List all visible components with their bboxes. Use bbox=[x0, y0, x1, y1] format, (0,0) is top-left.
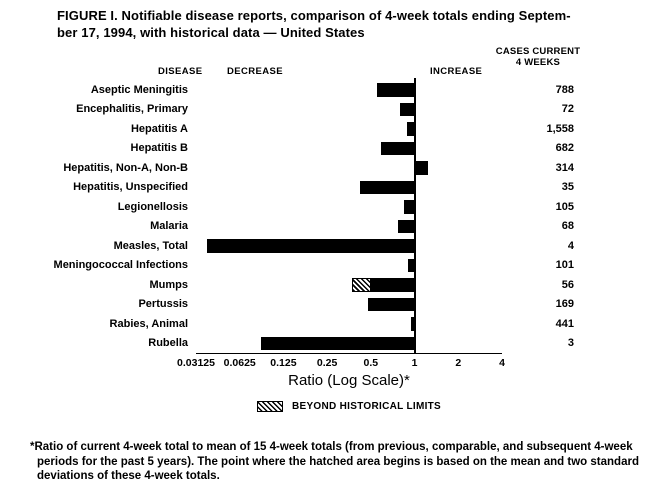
ratio-bar bbox=[398, 219, 415, 233]
x-axis-tick-label: 0.25 bbox=[316, 357, 338, 369]
x-axis-label: Ratio (Log Scale)* bbox=[288, 372, 410, 389]
column-headers: DISEASE DECREASE INCREASE CASES CURRENT … bbox=[6, 46, 606, 80]
cases-value: 56 bbox=[561, 278, 574, 291]
chart-row: Rubella 3 bbox=[6, 334, 606, 354]
row-plot-area bbox=[196, 100, 502, 120]
chart-row: Encephalitis, Primary 72 bbox=[6, 100, 606, 120]
ratio-bar bbox=[370, 278, 415, 292]
disease-label: Encephalitis, Primary bbox=[76, 103, 188, 116]
disease-label: Hepatitis, Unspecified bbox=[73, 181, 188, 194]
disease-label: Hepatitis, Non-A, Non-B bbox=[63, 161, 188, 174]
disease-label: Pertussis bbox=[138, 298, 188, 311]
row-plot-area bbox=[196, 197, 502, 217]
x-axis-line bbox=[196, 353, 502, 354]
ratio-bar bbox=[359, 180, 415, 194]
bar-beyond-limits-segment bbox=[351, 278, 371, 292]
ratio-bar bbox=[381, 141, 415, 155]
chart-row: Pertussis 169 bbox=[6, 295, 606, 315]
header-disease: DISEASE bbox=[158, 66, 203, 77]
disease-label: Mumps bbox=[149, 278, 189, 291]
disease-label: Rubella bbox=[148, 337, 188, 350]
footnote: *Ratio of current 4-week total to mean o… bbox=[30, 441, 639, 483]
disease-label: Measles, Total bbox=[113, 239, 188, 252]
disease-label: Hepatitis B bbox=[130, 142, 188, 155]
row-plot-area bbox=[196, 275, 502, 295]
chart-row: Measles, Total 4 bbox=[6, 236, 606, 256]
x-axis-tick-label: 0.0625 bbox=[223, 357, 256, 369]
cases-value: 1,558 bbox=[546, 122, 574, 135]
disease-label: Legionellosis bbox=[117, 200, 188, 213]
chart-row: Meningococcal Infections 101 bbox=[6, 256, 606, 276]
cases-value: 101 bbox=[555, 259, 574, 272]
chart-rows: Aseptic Meningitis 788 Encephalitis, Prima… bbox=[6, 78, 606, 354]
ratio-bar bbox=[206, 239, 415, 253]
row-plot-area bbox=[196, 139, 502, 159]
chart-row: Hepatitis, Unspecified 35 bbox=[6, 178, 606, 198]
disease-label: Malaria bbox=[150, 220, 188, 233]
row-plot-area bbox=[196, 119, 502, 139]
x-axis-tick-label: 1 bbox=[411, 357, 418, 369]
ratio-bar bbox=[406, 122, 415, 136]
ratio-bar bbox=[376, 83, 415, 97]
cases-value: 35 bbox=[561, 181, 574, 194]
row-plot-area bbox=[196, 80, 502, 100]
ratio-bar bbox=[411, 317, 415, 331]
header-decrease: DECREASE bbox=[227, 66, 283, 77]
row-plot-area bbox=[196, 178, 502, 198]
disease-label: Rabies, Animal bbox=[109, 317, 188, 330]
ratio-bar bbox=[407, 258, 415, 272]
disease-label: Hepatitis A bbox=[130, 122, 188, 135]
cases-value: 72 bbox=[561, 103, 574, 116]
legend-label: BEYOND HISTORICAL LIMITS bbox=[291, 401, 442, 412]
row-plot-area bbox=[196, 158, 502, 178]
row-plot-area bbox=[196, 334, 502, 354]
cases-value: 105 bbox=[555, 200, 574, 213]
x-axis-ticks: 0.03125 0.0625 0.125 0.25 0.5 1 2 4 bbox=[177, 354, 505, 371]
cases-value: 3 bbox=[567, 337, 574, 350]
row-plot-area bbox=[196, 217, 502, 237]
x-axis-tick-label: 0.125 bbox=[270, 357, 297, 369]
cases-value: 169 bbox=[555, 298, 574, 311]
cases-value: 314 bbox=[555, 161, 574, 174]
chart-row: Mumps 56 bbox=[6, 275, 606, 295]
chart-row: Hepatitis, Non-A, Non-B 314 bbox=[6, 158, 606, 178]
figure-title: FIGURE I. Notifiable disease reports, co… bbox=[57, 8, 571, 40]
row-plot-area bbox=[196, 295, 502, 315]
legend: BEYOND HISTORICAL LIMITS bbox=[156, 401, 542, 412]
disease-label: Meningococcal Infections bbox=[53, 259, 188, 272]
disease-ratio-chart: DISEASE DECREASE INCREASE CASES CURRENT … bbox=[6, 46, 606, 412]
hatched-swatch-icon bbox=[256, 401, 283, 412]
x-axis-tick-label: 0.03125 bbox=[177, 357, 215, 369]
chart-row: Malaria 68 bbox=[6, 217, 606, 237]
chart-row: Hepatitis A 1,558 bbox=[6, 119, 606, 139]
chart-row: Hepatitis B 682 bbox=[6, 139, 606, 159]
chart-row: Rabies, Animal 441 bbox=[6, 314, 606, 334]
cases-value: 4 bbox=[567, 239, 574, 252]
x-axis-tick-label: 0.5 bbox=[363, 357, 379, 369]
cases-value: 441 bbox=[555, 317, 574, 330]
ratio-1-line bbox=[413, 78, 416, 354]
row-plot-area bbox=[196, 256, 502, 276]
ratio-bar bbox=[368, 297, 415, 311]
header-cases-current-4-weeks: CASES CURRENT 4 WEEKS bbox=[495, 46, 581, 69]
cases-value: 682 bbox=[555, 142, 574, 155]
ratio-bar bbox=[399, 102, 415, 116]
cases-value: 788 bbox=[555, 83, 574, 96]
chart-row: Legionellosis 105 bbox=[6, 197, 606, 217]
chart-row: Aseptic Meningitis 788 bbox=[6, 80, 606, 100]
disease-label: Aseptic Meningitis bbox=[90, 83, 188, 96]
ratio-bar bbox=[414, 161, 428, 175]
ratio-bar bbox=[260, 336, 415, 350]
ratio-bar bbox=[404, 200, 415, 214]
header-increase: INCREASE bbox=[430, 66, 483, 77]
cases-value: 68 bbox=[561, 220, 574, 233]
x-axis-tick-label: 4 bbox=[499, 357, 505, 369]
row-plot-area bbox=[196, 314, 502, 334]
row-plot-area bbox=[196, 236, 502, 256]
x-axis-tick-label: 2 bbox=[455, 357, 462, 369]
